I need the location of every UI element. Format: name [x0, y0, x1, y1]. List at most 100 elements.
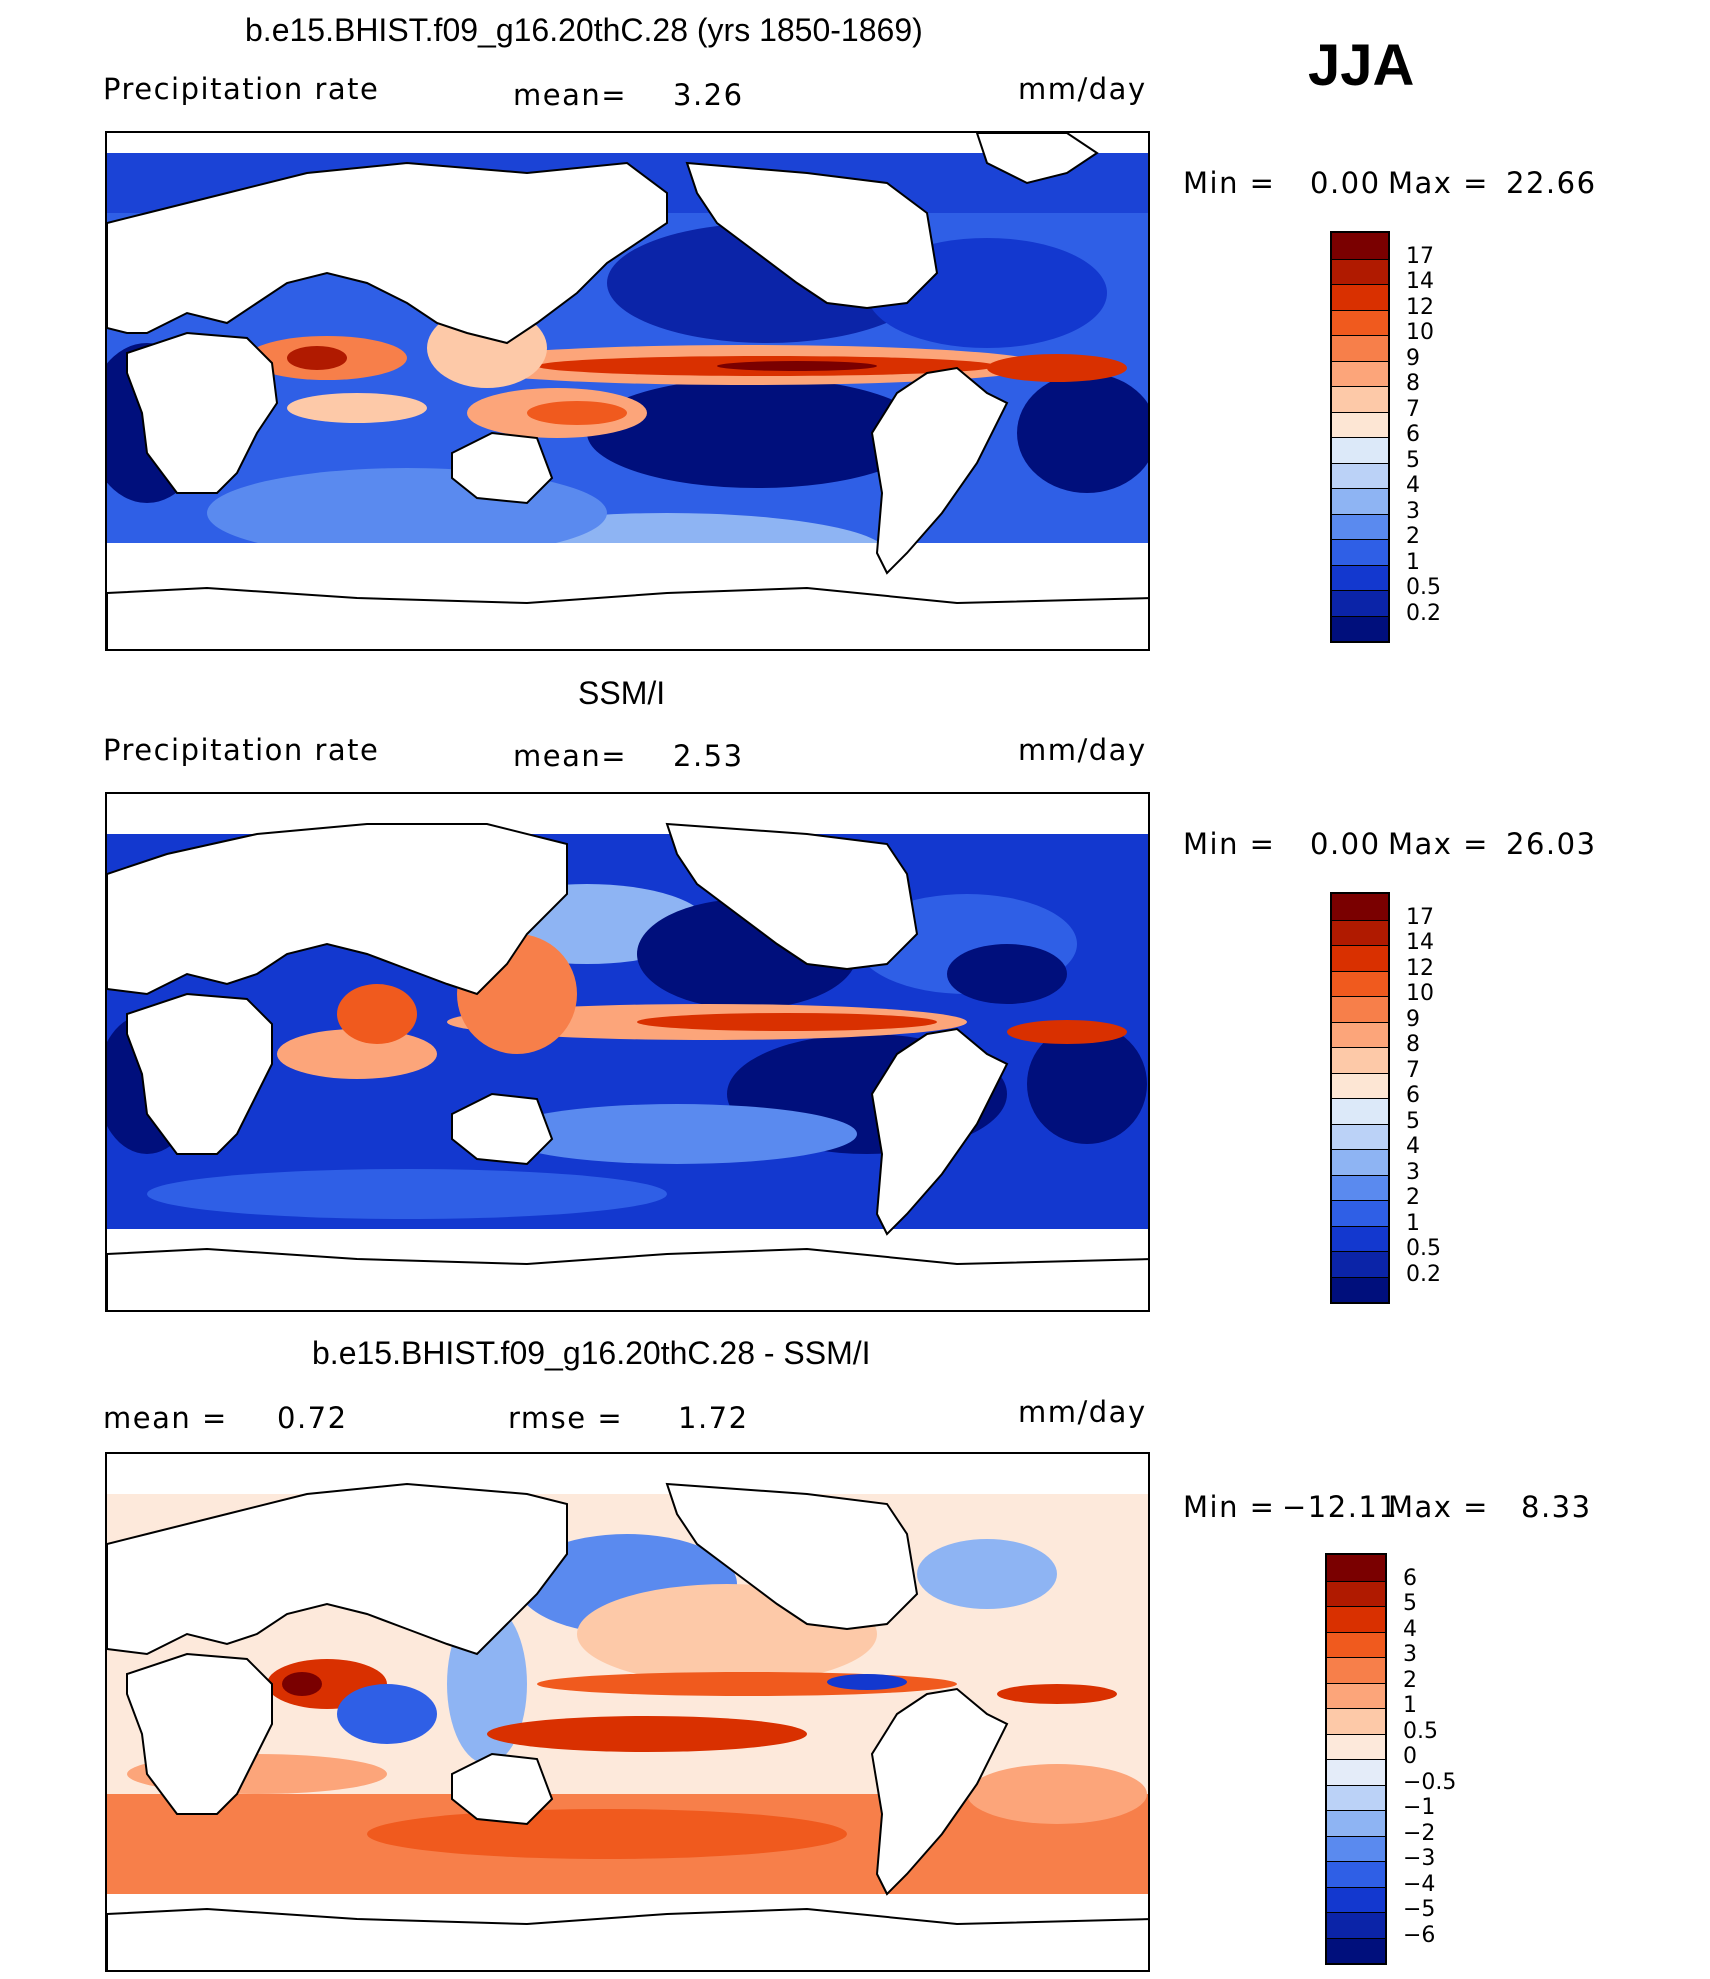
- colorbar-level-label: 10: [1406, 981, 1434, 1006]
- colorbar-segment: [1332, 996, 1388, 1022]
- colorbar-segment: [1327, 1708, 1385, 1734]
- panel1-units: mm/day: [1018, 72, 1147, 106]
- colorbar-level-label: −4: [1403, 1871, 1436, 1897]
- panel3-land-masses: [107, 1482, 1148, 1970]
- colorbar-segment: [1332, 1200, 1388, 1226]
- panel1-land-masses: [107, 133, 1148, 649]
- colorbar-level-label: −3: [1403, 1846, 1436, 1871]
- panel3-max-label: Max =: [1388, 1490, 1489, 1524]
- colorbar-segment: [1332, 309, 1388, 335]
- colorbar-level-label: 2: [1406, 1185, 1420, 1210]
- colorbar-segment: [1327, 1784, 1385, 1810]
- panel1-precip-field: [107, 133, 1148, 649]
- panel2-variable-label: Precipitation rate: [103, 733, 380, 767]
- panel2-min-value: 0.00: [1310, 827, 1381, 861]
- colorbar-segment: [1332, 1225, 1388, 1251]
- colorbar-level-label: 7: [1406, 396, 1420, 422]
- colorbar-level-label: 0.2: [1406, 600, 1441, 626]
- colorbar-level-label: −5: [1403, 1897, 1436, 1922]
- panel3-rmse-value: 1.72: [678, 1401, 749, 1435]
- colorbar-segment: [1332, 258, 1388, 284]
- colorbar-level-label: 7: [1406, 1057, 1420, 1083]
- colorbar-level-label: 3: [1406, 1159, 1420, 1185]
- colorbar-segment: [1327, 1580, 1385, 1606]
- colorbar-segment: [1332, 1021, 1388, 1047]
- colorbar-level-label: 14: [1406, 269, 1434, 294]
- panel2-max-value: 26.03: [1506, 827, 1597, 861]
- colorbar-segment: [1327, 1835, 1385, 1861]
- panel1-min-value: 0.00: [1310, 166, 1381, 200]
- colorbar-segment: [1332, 233, 1388, 259]
- panel3-colorbar: [1325, 1553, 1387, 1965]
- panel3-units: mm/day: [1018, 1395, 1147, 1429]
- colorbar-level-label: 4: [1406, 473, 1420, 498]
- panel2-min-label: Min =: [1183, 827, 1276, 861]
- colorbar-segment: [1327, 1555, 1385, 1581]
- panel2-land-masses: [107, 822, 1148, 1310]
- colorbar-segment: [1327, 1606, 1385, 1632]
- panel2-map: [105, 792, 1150, 1312]
- colorbar-level-label: 14: [1406, 930, 1434, 955]
- colorbar-segment: [1327, 1682, 1385, 1708]
- panel2-mean-label: mean=: [513, 739, 628, 773]
- colorbar-level-label: 1: [1406, 549, 1420, 575]
- colorbar-level-label: 2: [1406, 524, 1420, 549]
- colorbar-segment: [1327, 1657, 1385, 1683]
- colorbar-level-label: 0.5: [1406, 1236, 1441, 1261]
- colorbar-level-label: 0.5: [1403, 1718, 1438, 1744]
- colorbar-level-label: 8: [1406, 1032, 1420, 1057]
- colorbar-level-label: 12: [1406, 955, 1434, 981]
- panel1-mean-label: mean=: [513, 78, 628, 112]
- colorbar-level-label: 1: [1403, 1693, 1417, 1718]
- colorbar-segment: [1327, 1733, 1385, 1759]
- colorbar-segment: [1332, 1123, 1388, 1149]
- colorbar-level-label: 4: [1403, 1616, 1417, 1642]
- colorbar-level-label: −6: [1403, 1922, 1436, 1948]
- colorbar-level-label: 3: [1403, 1642, 1417, 1667]
- colorbar-level-label: 1: [1406, 1210, 1420, 1236]
- colorbar-level-label: 5: [1406, 447, 1420, 473]
- colorbar-level-label: 17: [1406, 243, 1434, 269]
- colorbar-segment: [1332, 919, 1388, 945]
- colorbar-segment: [1332, 894, 1388, 920]
- colorbar-level-label: 0.2: [1406, 1261, 1441, 1287]
- colorbar-level-label: 6: [1403, 1565, 1417, 1591]
- panel3-min-label: Min =: [1183, 1490, 1276, 1524]
- panel2-units: mm/day: [1018, 733, 1147, 767]
- colorbar-segment: [1327, 1759, 1385, 1785]
- panel2-max-label: Max =: [1388, 827, 1489, 861]
- colorbar-segment: [1332, 386, 1388, 412]
- colorbar-level-label: 9: [1406, 1006, 1420, 1032]
- panel1-title: b.e15.BHIST.f09_g16.20thC.28 (yrs 1850-1…: [245, 12, 923, 48]
- colorbar-segment: [1327, 1912, 1385, 1938]
- colorbar-segment: [1332, 1072, 1388, 1098]
- panel3-map-svg: [107, 1482, 1148, 1970]
- colorbar-level-label: 6: [1406, 422, 1420, 447]
- panel2-title: SSM/I: [578, 675, 666, 711]
- panel3-max-value: 8.33: [1521, 1490, 1592, 1524]
- colorbar-level-label: 10: [1406, 320, 1434, 345]
- season-label: JJA: [1308, 33, 1415, 98]
- panel2-mean-value: 2.53: [673, 739, 744, 773]
- colorbar-segment: [1327, 1631, 1385, 1657]
- colorbar-segment: [1327, 1937, 1385, 1963]
- colorbar-level-label: 2: [1403, 1667, 1417, 1693]
- colorbar-level-label: 4: [1406, 1134, 1420, 1159]
- colorbar-segment: [1332, 970, 1388, 996]
- colorbar-segment: [1332, 590, 1388, 616]
- colorbar-level-label: 0.5: [1406, 575, 1441, 600]
- colorbar-segment: [1332, 945, 1388, 971]
- panel3-mean-label: mean =: [103, 1401, 228, 1435]
- colorbar-level-label: 5: [1403, 1591, 1417, 1616]
- panel1-max-label: Max =: [1388, 166, 1489, 200]
- panel3-map: [105, 1452, 1150, 1972]
- panel2-map-svg: [107, 822, 1148, 1310]
- colorbar-segment: [1332, 539, 1388, 565]
- colorbar-segment: [1332, 1098, 1388, 1124]
- colorbar-segment: [1332, 462, 1388, 488]
- colorbar-level-label: 5: [1406, 1108, 1420, 1134]
- colorbar-level-label: 6: [1406, 1083, 1420, 1108]
- colorbar-level-label: −0.5: [1403, 1769, 1457, 1795]
- panel1-map: [105, 131, 1150, 651]
- colorbar-segment: [1327, 1810, 1385, 1836]
